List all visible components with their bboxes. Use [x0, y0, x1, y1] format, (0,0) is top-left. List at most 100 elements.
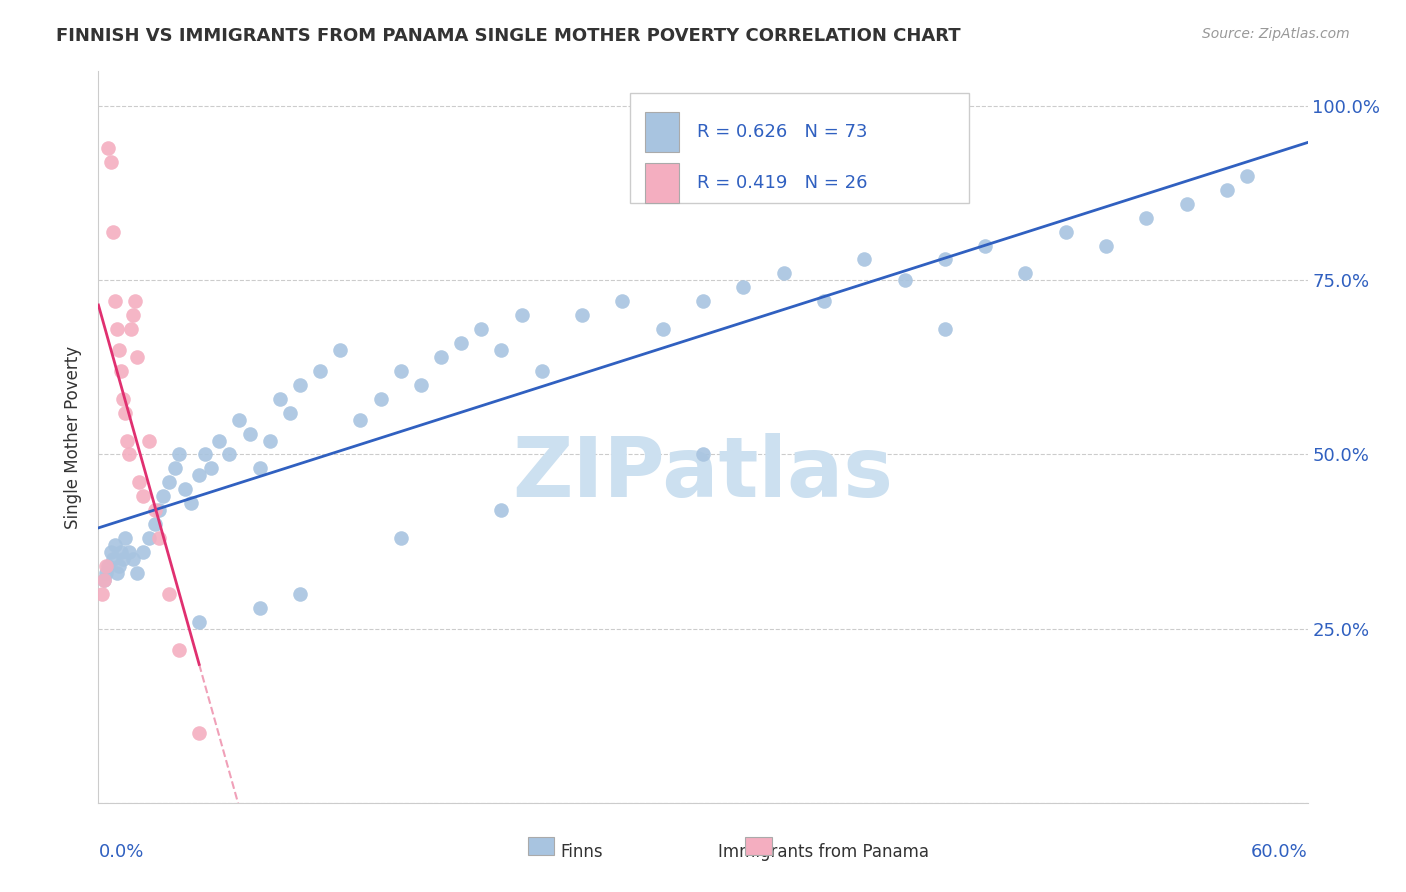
FancyBboxPatch shape — [527, 838, 554, 855]
FancyBboxPatch shape — [645, 163, 679, 203]
Text: 60.0%: 60.0% — [1251, 843, 1308, 861]
Point — [188, 726, 211, 740]
Point — [101, 552, 124, 566]
Point — [138, 531, 160, 545]
Point — [118, 448, 141, 462]
FancyBboxPatch shape — [745, 838, 772, 855]
Text: Finns: Finns — [561, 843, 603, 861]
Point — [93, 573, 115, 587]
Point — [329, 343, 352, 357]
Point — [107, 558, 129, 573]
Point — [974, 238, 997, 252]
Point — [125, 350, 148, 364]
Point — [194, 448, 217, 462]
Point — [114, 531, 136, 545]
Point — [491, 503, 513, 517]
Point — [269, 392, 291, 406]
Point — [125, 566, 148, 580]
FancyBboxPatch shape — [645, 112, 679, 152]
Point — [309, 364, 332, 378]
Point — [103, 294, 125, 309]
Point — [97, 558, 120, 573]
Point — [115, 434, 138, 448]
Point — [111, 392, 134, 406]
Point — [157, 587, 180, 601]
Point — [118, 545, 141, 559]
Point — [101, 225, 124, 239]
Point — [148, 503, 170, 517]
Point — [124, 294, 146, 309]
Point — [128, 475, 150, 490]
Point — [100, 155, 122, 169]
Point — [692, 294, 714, 309]
Point — [893, 273, 915, 287]
Point — [143, 503, 166, 517]
Point — [132, 545, 155, 559]
Point — [288, 377, 311, 392]
Point — [163, 461, 186, 475]
Point — [389, 531, 412, 545]
Point — [114, 406, 136, 420]
Point — [571, 308, 593, 322]
Point — [470, 322, 492, 336]
Point — [132, 489, 155, 503]
Point — [167, 642, 190, 657]
Point — [409, 377, 432, 392]
Text: 0.0%: 0.0% — [98, 843, 143, 861]
Text: Source: ZipAtlas.com: Source: ZipAtlas.com — [1202, 27, 1350, 41]
Point — [121, 552, 143, 566]
Point — [510, 308, 533, 322]
Point — [491, 343, 513, 357]
Point — [1054, 225, 1077, 239]
Point — [120, 322, 142, 336]
Point — [111, 552, 134, 566]
Point — [174, 483, 197, 497]
Point — [530, 364, 553, 378]
Point — [208, 434, 231, 448]
Point — [180, 496, 202, 510]
Y-axis label: Single Mother Poverty: Single Mother Poverty — [65, 345, 83, 529]
Point — [148, 531, 170, 545]
Point — [813, 294, 835, 309]
Point — [188, 615, 211, 629]
Point — [143, 517, 166, 532]
Point — [121, 308, 143, 322]
Point — [167, 448, 190, 462]
Point — [100, 545, 122, 559]
Point — [450, 336, 472, 351]
Point — [772, 266, 794, 280]
Point — [105, 566, 128, 580]
Point — [934, 322, 956, 336]
Point — [612, 294, 634, 309]
Point — [934, 252, 956, 267]
Point — [733, 280, 755, 294]
Point — [288, 587, 311, 601]
Point — [249, 600, 271, 615]
Point — [1236, 169, 1258, 183]
Point — [1135, 211, 1157, 225]
FancyBboxPatch shape — [630, 94, 969, 203]
Point — [249, 461, 271, 475]
Point — [91, 587, 114, 601]
Point — [692, 448, 714, 462]
Point — [1014, 266, 1036, 280]
Point — [96, 558, 118, 573]
Point — [107, 343, 129, 357]
Point — [1095, 238, 1118, 252]
Point — [228, 412, 250, 426]
Text: R = 0.419   N = 26: R = 0.419 N = 26 — [697, 174, 868, 193]
Point — [1175, 196, 1198, 211]
Point — [96, 566, 118, 580]
Point — [430, 350, 453, 364]
Point — [853, 252, 876, 267]
Point — [110, 545, 132, 559]
Text: ZIPatlas: ZIPatlas — [513, 434, 893, 514]
Point — [349, 412, 371, 426]
Point — [200, 461, 222, 475]
Point — [138, 434, 160, 448]
Text: FINNISH VS IMMIGRANTS FROM PANAMA SINGLE MOTHER POVERTY CORRELATION CHART: FINNISH VS IMMIGRANTS FROM PANAMA SINGLE… — [56, 27, 960, 45]
Point — [389, 364, 412, 378]
Point — [152, 489, 174, 503]
Point — [93, 573, 115, 587]
Text: R = 0.626   N = 73: R = 0.626 N = 73 — [697, 123, 868, 141]
